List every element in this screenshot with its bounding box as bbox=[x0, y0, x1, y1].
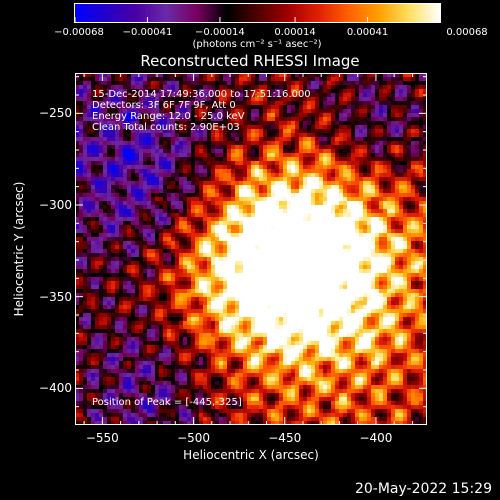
x-tick-label: −450 bbox=[268, 431, 302, 445]
plot-frame bbox=[75, 73, 427, 425]
x-axis-label: Heliocentric X (arcsec) bbox=[183, 448, 319, 462]
timestamp: 20-May-2022 15:29 bbox=[354, 481, 492, 497]
x-tick-label: −400 bbox=[359, 431, 393, 445]
colorbar-tick-label: −0.00068 bbox=[54, 27, 104, 38]
colorbar bbox=[74, 3, 441, 23]
y-axis-label: Heliocentric Y (arcsec) bbox=[12, 181, 26, 317]
colorbar-tick-label: 0.00014 bbox=[274, 27, 316, 38]
colorbar-tick-label: −0.00014 bbox=[195, 27, 245, 38]
colorbar-tick-label: −0.00041 bbox=[122, 27, 173, 38]
energy-range-label: Energy Range: 12.0 - 25.0 keV bbox=[92, 111, 245, 122]
chart-title: Reconstructed RHESSI Image bbox=[140, 52, 360, 70]
y-tick-label: −300 bbox=[39, 198, 72, 212]
y-tick-label: −250 bbox=[39, 106, 72, 121]
x-tick-label: −500 bbox=[177, 431, 211, 445]
colorbar-tick-label: 0.00041 bbox=[346, 27, 389, 38]
colorbar-units: (photons cm⁻² s⁻¹ asec⁻²) bbox=[192, 39, 322, 50]
colorbar-gradient bbox=[75, 4, 440, 22]
colorbar-tick-label: 0.00068 bbox=[446, 27, 488, 38]
peak-position-label: Position of Peak = [-445,-325] bbox=[92, 397, 242, 408]
clean-counts-label: Clean Total counts: 2.90E+03 bbox=[92, 122, 240, 133]
plot-area: 15-Dec-2014 17:49:36.000 to 17:51:16.000… bbox=[75, 73, 427, 425]
y-tick-label: −350 bbox=[39, 289, 72, 304]
heatmap-raster bbox=[75, 73, 427, 425]
detectors-label: Detectors: 3F 6F 7F 9F, Att 0 bbox=[92, 100, 236, 111]
heatmap-image bbox=[75, 73, 427, 425]
x-tick-label: −550 bbox=[85, 431, 119, 445]
time-range-label: 15-Dec-2014 17:49:36.000 to 17:51:16.000 bbox=[92, 89, 311, 100]
y-tick-label: −400 bbox=[39, 381, 72, 396]
